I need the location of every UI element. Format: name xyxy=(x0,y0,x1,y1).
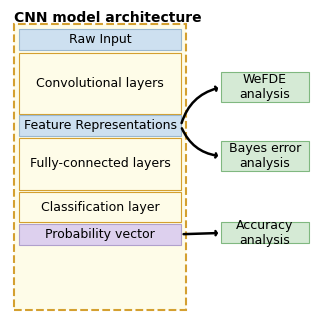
Text: Raw Input: Raw Input xyxy=(69,33,131,46)
Text: WeFDE
analysis: WeFDE analysis xyxy=(239,73,290,101)
Text: CNN model architecture: CNN model architecture xyxy=(14,11,202,25)
Text: Probability vector: Probability vector xyxy=(45,228,155,241)
Text: Convolutional layers: Convolutional layers xyxy=(36,77,164,90)
FancyBboxPatch shape xyxy=(19,138,181,190)
Text: Bayes error
analysis: Bayes error analysis xyxy=(229,142,301,170)
Text: Fully-connected layers: Fully-connected layers xyxy=(30,157,170,171)
FancyBboxPatch shape xyxy=(19,53,181,114)
FancyBboxPatch shape xyxy=(19,29,181,50)
Text: Classification layer: Classification layer xyxy=(41,201,159,214)
FancyBboxPatch shape xyxy=(221,141,309,171)
FancyBboxPatch shape xyxy=(14,24,186,310)
Text: Accuracy
analysis: Accuracy analysis xyxy=(236,219,293,247)
FancyBboxPatch shape xyxy=(221,72,309,102)
Text: Feature Representations: Feature Representations xyxy=(23,119,177,132)
FancyBboxPatch shape xyxy=(19,192,181,222)
FancyBboxPatch shape xyxy=(221,222,309,243)
FancyBboxPatch shape xyxy=(19,115,181,136)
FancyBboxPatch shape xyxy=(19,224,181,245)
